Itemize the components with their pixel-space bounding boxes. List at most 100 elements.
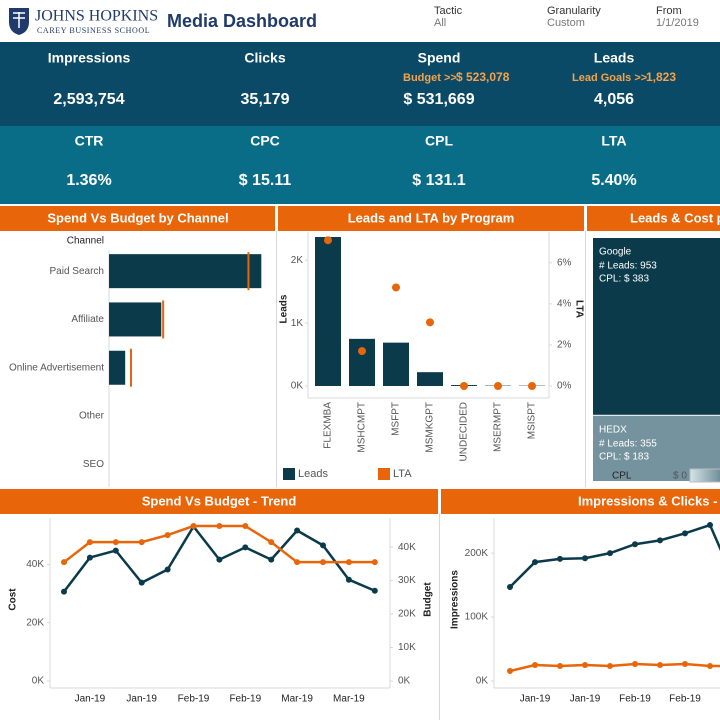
y2-tick-label: 30K	[398, 575, 416, 586]
bar	[109, 254, 262, 289]
y-tick-label: 200K	[465, 548, 489, 559]
tile	[593, 238, 720, 415]
y-tick-label: Other	[79, 411, 105, 422]
y-tick-label: 20K	[26, 617, 44, 628]
point	[86, 539, 93, 546]
kpi-value: $ 531,669	[403, 91, 474, 108]
point	[268, 556, 275, 563]
kpi-label: CPC	[250, 133, 280, 149]
x-tick-label: UNDECIDED	[459, 402, 470, 461]
dot	[528, 382, 536, 390]
kpi-value: 2,593,754	[53, 91, 124, 108]
logo: JOHNS HOPKINS CAREY BUSINESS SCHOOL	[9, 8, 158, 35]
point	[61, 559, 67, 566]
point	[657, 661, 663, 668]
dot	[324, 236, 332, 245]
y-tick-label: 0K	[291, 381, 304, 392]
point	[507, 667, 513, 674]
point	[112, 547, 119, 554]
dot	[358, 347, 366, 356]
dot	[460, 382, 468, 390]
axis-title: Impressions	[450, 570, 461, 629]
x-tick-label: FLEXMBA	[323, 402, 334, 449]
reference-line	[162, 300, 165, 339]
point	[164, 566, 171, 573]
chart-title: Spend Vs Budget by Channel	[47, 210, 228, 225]
y-tick-label: Online Advertisement	[9, 362, 104, 373]
point	[320, 559, 326, 566]
legend-label: LTA	[393, 468, 412, 480]
tile-leads: # Leads: 355	[599, 438, 657, 449]
y2-tick-label: 40K	[398, 542, 416, 553]
y2-tick-label: 10K	[398, 642, 416, 653]
kpi-sub-value: 1,823	[646, 70, 676, 84]
axis-title: Channel	[67, 236, 104, 247]
point	[707, 522, 713, 529]
kpi-value: $ 131.1	[412, 172, 465, 189]
point	[532, 661, 538, 668]
bar	[349, 338, 375, 386]
filter-value[interactable]: All	[434, 17, 446, 29]
y-tick-label: SEO	[83, 459, 104, 470]
kpi-row	[0, 126, 720, 204]
point	[294, 527, 301, 534]
point	[371, 559, 378, 566]
point	[657, 537, 663, 544]
point	[345, 576, 352, 583]
legend-label: Leads	[298, 468, 328, 480]
x-tick-label: Mar-19	[333, 694, 365, 705]
dot	[426, 318, 434, 327]
section-header	[278, 206, 584, 231]
axis-title: LTA	[573, 300, 584, 318]
y2-tick-label: 2%	[557, 340, 572, 351]
tile-cpl: CPL: $ 383	[599, 274, 649, 285]
point	[190, 523, 197, 530]
header-bg	[0, 0, 720, 42]
filter-value[interactable]: Custom	[547, 17, 585, 29]
point	[138, 579, 145, 586]
point	[371, 587, 378, 594]
kpi-value: 1.36%	[66, 172, 111, 189]
kpi-label: LTA	[601, 133, 626, 149]
axis-title: Cost	[8, 588, 19, 611]
kpi-sub-label: Budget >>	[403, 72, 457, 84]
x-tick-label: Jan-19	[520, 694, 551, 705]
point	[507, 584, 513, 591]
y-tick-label: Paid Search	[50, 266, 104, 277]
point	[320, 542, 326, 549]
x-tick-label: Feb-19	[669, 694, 701, 705]
point	[632, 660, 638, 667]
point	[138, 539, 145, 546]
point	[582, 555, 588, 562]
point	[345, 559, 352, 566]
axis-title: Leads	[279, 294, 290, 323]
legend-swatch	[283, 468, 295, 480]
tile-leads: # Leads: 953	[599, 261, 657, 272]
kpi-label: Clicks	[244, 50, 285, 66]
line	[509, 523, 720, 588]
x-tick-label: Jan-19	[75, 694, 106, 705]
y-tick-label: 1K	[291, 318, 304, 329]
kpi-value: 4,056	[594, 91, 634, 108]
point	[632, 541, 638, 548]
y2-tick-label: 0%	[557, 381, 572, 392]
logo-school: CAREY BUSINESS SCHOOL	[37, 26, 150, 35]
y2-tick-label: 4%	[557, 299, 572, 310]
bar	[383, 342, 409, 386]
filter-value[interactable]: 1/1/2019	[656, 17, 699, 29]
legend-gradient	[689, 468, 720, 483]
x-tick-label: Jan-19	[126, 694, 157, 705]
point	[557, 663, 563, 670]
legend-swatch	[378, 468, 390, 480]
bar	[417, 372, 443, 386]
y2-tick-label: 20K	[398, 609, 416, 620]
kpi-label: CTR	[75, 133, 104, 149]
y2-tick-label: 6%	[557, 257, 572, 268]
filter-label: Tactic	[434, 5, 463, 17]
tile-label: Google	[599, 247, 632, 258]
legend-label: $ 0	[673, 471, 687, 482]
point	[216, 523, 223, 530]
x-tick-label: Mar-19	[281, 694, 313, 705]
kpi-sub-label: Lead Goals >>	[572, 72, 647, 84]
